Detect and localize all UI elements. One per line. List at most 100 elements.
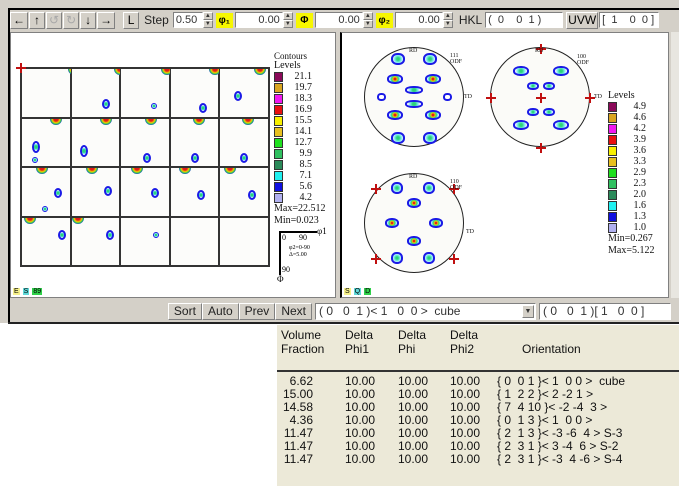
tag-s[interactable]: S: [344, 288, 351, 295]
cell-vf: 4.36: [289, 413, 313, 427]
legend-swatch: [608, 222, 617, 233]
arrow-right-button[interactable]: →: [97, 11, 116, 29]
cell-vf: 15.00: [282, 387, 313, 401]
pf110-hkl-label: 110: [450, 179, 459, 185]
orientation-select-value: ( 0 0 1 )< 1 0 0 > cube: [319, 304, 461, 318]
table-row[interactable]: 11.47 10.00 10.00 10.00 { 2 3 1 }< -3 4 -6 >…: [277, 453, 679, 466]
uvw-input[interactable]: [ 1 0 0 ]: [599, 12, 660, 28]
l-button[interactable]: L: [123, 11, 140, 29]
phi2-input[interactable]: 0.00: [394, 12, 443, 28]
hkl-input[interactable]: ( 0 0 1 ): [485, 12, 564, 28]
right-panel-edge: [671, 32, 679, 298]
legend-swatch: [608, 178, 617, 189]
orientation-bar: Sort Auto Prev Next ( 0 0 1 )< 1 0 0 > c…: [10, 301, 679, 321]
legend-swatch: [608, 156, 617, 167]
arrow-left-button[interactable]: ←: [10, 11, 28, 29]
cell-dphi: 10.00: [398, 400, 429, 414]
hkl-label: HKL: [458, 13, 483, 27]
arrow-down-icon: ↓: [85, 13, 92, 27]
legend-value: 3.3: [633, 156, 647, 167]
tag-q[interactable]: Q: [353, 288, 362, 295]
phi1-input[interactable]: 0.00: [234, 12, 283, 28]
odf-section-panel: Contours Levels 21.1 19.7 18.3 16.9 15.5 14.1…: [10, 32, 336, 298]
cell-orientation: { 0 0 1 }< 1 0 0 > cube: [497, 374, 626, 388]
legend-level: 4.9: [608, 101, 654, 112]
table-row[interactable]: 11.47 10.00 10.00 10.00 { 2 1 3 }< -3 -6 4 >…: [277, 427, 679, 440]
pole-figure-111: [364, 47, 464, 147]
axis-origin: 0: [282, 233, 286, 242]
legend-value: 3.9: [633, 134, 647, 145]
odf-section: [70, 68, 126, 118]
arrow-down-button[interactable]: ↓: [80, 11, 97, 29]
uvw-button[interactable]: UVW: [566, 11, 599, 29]
pf111-td-label: TD: [464, 94, 472, 100]
cube-marker-icon: [16, 63, 26, 73]
auto-button[interactable]: Auto: [201, 302, 239, 320]
legend-level: 4.2: [608, 123, 654, 134]
legend-level: 2.0: [608, 189, 654, 200]
chevron-down-icon[interactable]: ▼: [522, 304, 534, 318]
Phi-spinner[interactable]: ▲ ▼: [362, 12, 373, 28]
phi2-spinner[interactable]: ▲ ▼: [442, 12, 453, 28]
tag-s[interactable]: S: [22, 288, 30, 295]
tag-e[interactable]: E: [13, 288, 20, 295]
prev-button[interactable]: Prev: [238, 302, 276, 320]
cell-dphi1: 10.00: [345, 413, 376, 427]
legend-value: 2.3: [633, 178, 647, 189]
legend-max: Max=5.122: [608, 245, 655, 256]
next-button[interactable]: Next: [275, 302, 312, 320]
legend-level: 1.6: [608, 200, 654, 211]
cell-vf: 14.58: [282, 400, 313, 414]
cell-dphi2: 10.00: [450, 426, 481, 440]
Phi-input[interactable]: 0.00: [314, 12, 363, 28]
step-spinner[interactable]: ▲ ▼: [202, 12, 213, 28]
legend-value: 3.6: [633, 145, 647, 156]
tag-d[interactable]: D: [364, 288, 372, 295]
orientation-field[interactable]: ( 0 0 1 )[ 1 0 0 ]: [539, 302, 671, 320]
col-volume-fraction[interactable]: Volume Fraction: [281, 328, 325, 356]
rotate-ccw-button[interactable]: ↺: [46, 11, 63, 29]
odf-section: [120, 68, 174, 118]
legend-value: 21.1: [294, 71, 313, 82]
table-row[interactable]: 6.62 10.00 10.00 10.00 { 0 0 1 }< 1 0 0 > cu…: [277, 375, 679, 388]
odf-section: [120, 216, 170, 266]
legend-swatch: [274, 137, 283, 148]
legend-swatch: [274, 104, 283, 115]
axis-phi1-tick: 90: [299, 233, 307, 242]
legend-value: 2.0: [633, 189, 647, 200]
legend-swatch: [608, 200, 617, 211]
cell-dphi2: 10.00: [450, 400, 481, 414]
legend-level: 9.9: [274, 148, 325, 159]
table-row[interactable]: 4.36 10.00 10.00 10.00 { 0 1 3 }< 1 0 0 >: [277, 414, 679, 427]
legend-value: 15.5: [294, 115, 313, 126]
tag-89[interactable]: 89: [32, 288, 43, 295]
odf-contour-legend: Contours Levels 21.1 19.7 18.3 16.9 15.5 14.1…: [274, 51, 325, 227]
col-delta-phi2[interactable]: Delta Phi2: [450, 328, 479, 356]
legend-level: 14.1: [274, 126, 325, 137]
col-delta-phi[interactable]: Delta Phi: [398, 328, 427, 356]
col-orientation[interactable]: Orientation: [522, 342, 581, 356]
arrow-up-button[interactable]: ↑: [29, 11, 45, 29]
rotate-cw-button[interactable]: ↻: [63, 11, 80, 29]
axis-note-step: Δ=5.00: [289, 252, 307, 258]
sort-button[interactable]: Sort: [167, 302, 202, 320]
table-row[interactable]: 15.00 10.00 10.00 10.00 { 1 2 2 }< 2 -2 1 >: [277, 388, 679, 401]
legend-level: 3.9: [608, 134, 654, 145]
table-row[interactable]: 11.47 10.00 10.00 10.00 { 2 3 1 }< 3 -4 6 > …: [277, 440, 679, 453]
legend-swatch: [608, 112, 617, 123]
table-row[interactable]: 14.58 10.00 10.00 10.00 { 7 4 10 }< -2 -4 3 …: [277, 401, 679, 414]
legend-max: Max=22.512: [274, 203, 326, 214]
odf-section: [21, 216, 71, 266]
frame-border: [8, 8, 679, 10]
legend-value: 12.7: [294, 137, 313, 148]
phi1-spinner[interactable]: ▲ ▼: [282, 12, 293, 28]
legend-value: 4.2: [633, 123, 647, 134]
cell-orientation: { 7 4 10 }< -2 -4 3 >: [497, 400, 608, 414]
legend-swatch: [274, 82, 283, 93]
legend-level: 1.0: [608, 222, 654, 233]
col-delta-phi1[interactable]: Delta Phi1: [345, 328, 374, 356]
pf111-rd-label: RD: [409, 48, 418, 54]
rotate-ccw-icon: ↺: [49, 13, 60, 27]
step-input[interactable]: 0.50: [172, 12, 203, 28]
orientation-select[interactable]: ( 0 0 1 )< 1 0 0 > cube ▼: [315, 302, 536, 320]
